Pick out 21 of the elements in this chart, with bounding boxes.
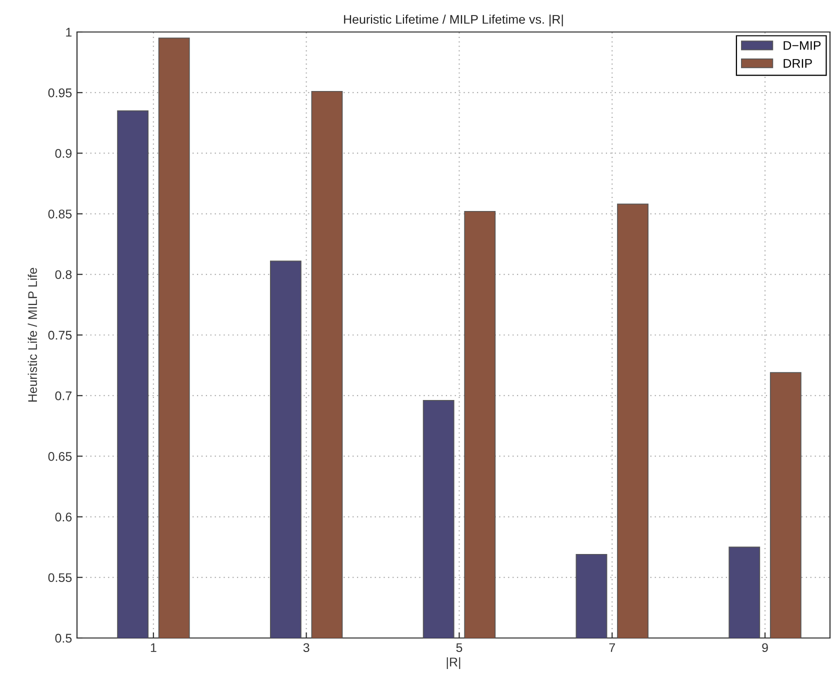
x-tick-label: 7 bbox=[609, 643, 615, 652]
y-tick-label: 0.55 bbox=[48, 573, 72, 582]
y-tick-label: 0.5 bbox=[55, 634, 72, 643]
y-tick-label: 0.85 bbox=[48, 210, 72, 218]
chart-title: Heuristic Lifetime / MILP Lifetime vs. |R| bbox=[344, 14, 563, 26]
y-tick-label: 0.7 bbox=[55, 391, 72, 400]
y-tick-label: 0.75 bbox=[48, 330, 72, 340]
y-tick-label: 1 bbox=[66, 28, 72, 37]
y-tick-label: 0.6 bbox=[55, 512, 72, 522]
x-tick-label: 9 bbox=[762, 643, 768, 652]
x-axis-title: |R| bbox=[446, 657, 460, 669]
legend-label: D−MIP bbox=[784, 41, 821, 50]
y-tick-label: 0.65 bbox=[48, 452, 72, 461]
y-tick-label: 0.8 bbox=[55, 270, 72, 280]
legend-label: DRIP bbox=[784, 59, 812, 68]
y-tick-label: 0.95 bbox=[48, 88, 72, 98]
x-tick-label: 5 bbox=[456, 643, 462, 652]
y-axis-title: Heuristic Life / MILP Life bbox=[28, 268, 38, 402]
y-tick-label: 0.9 bbox=[55, 149, 72, 158]
x-tick-label: 1 bbox=[150, 643, 156, 652]
x-tick-label: 3 bbox=[303, 643, 310, 652]
